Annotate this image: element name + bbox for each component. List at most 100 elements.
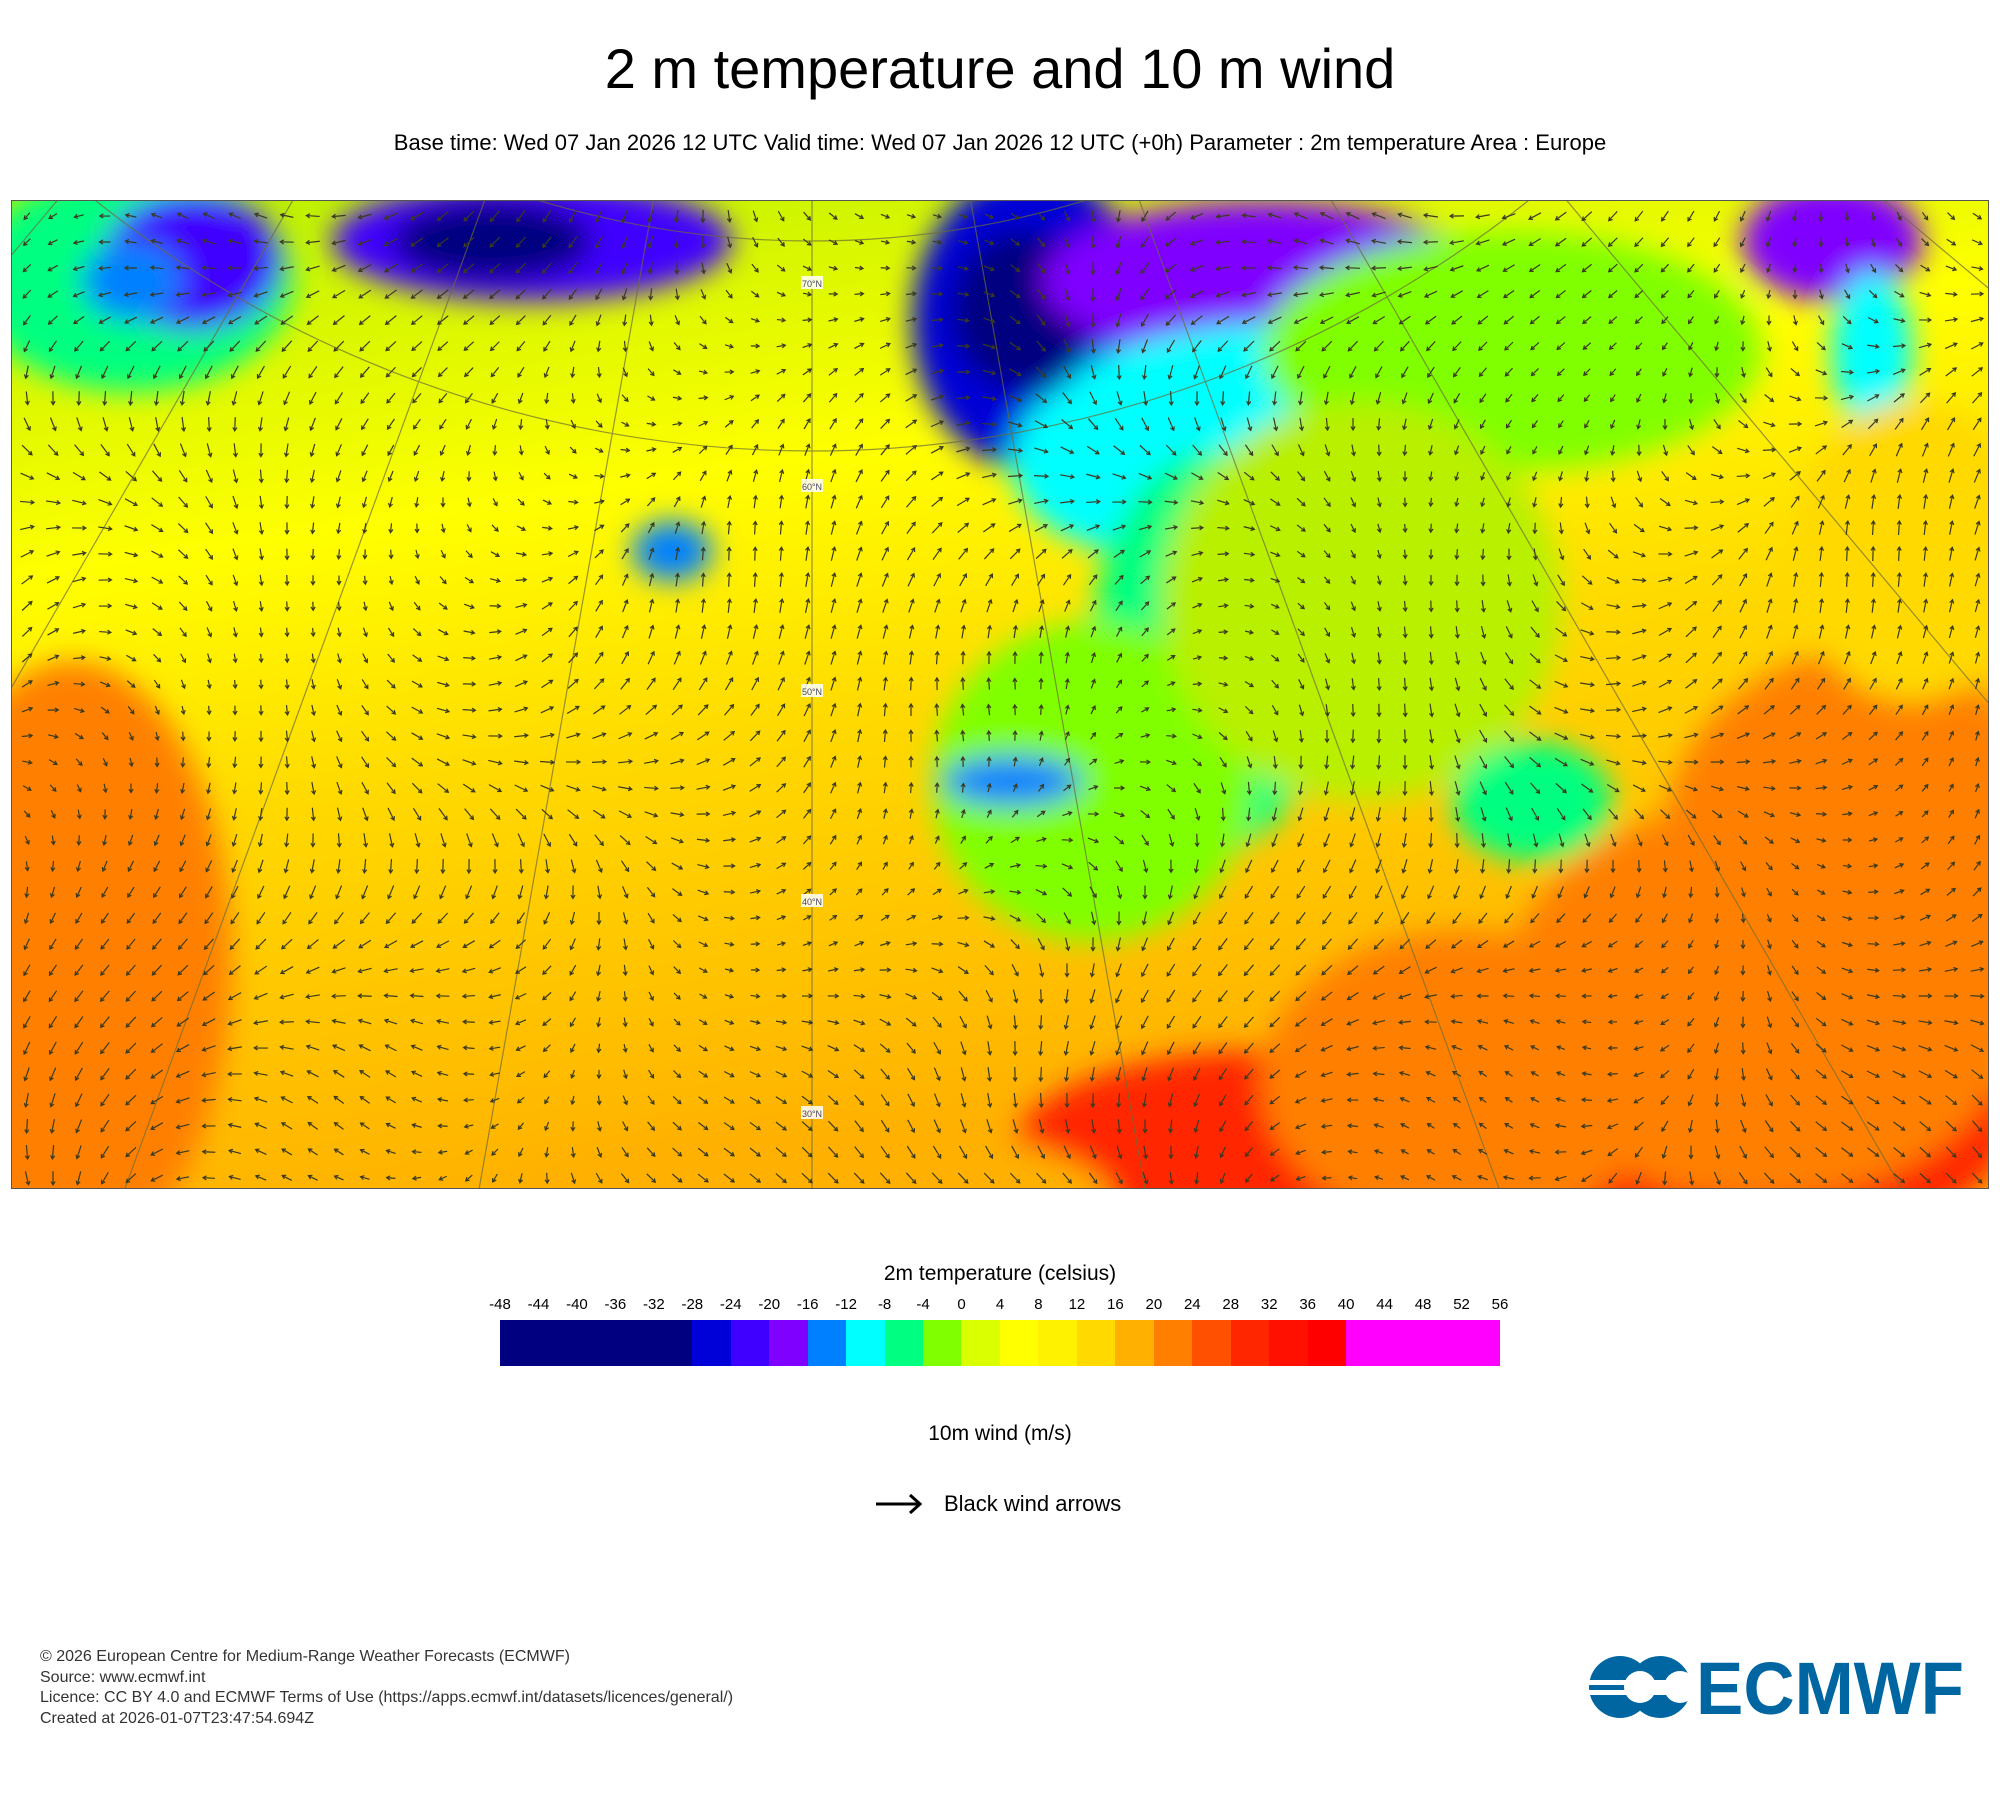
wind-arrow	[1036, 913, 1047, 924]
wind-arrow	[1141, 1067, 1148, 1082]
wind-arrow	[1894, 757, 1904, 766]
wind-arrow	[23, 1093, 29, 1108]
wind-arrow	[1402, 626, 1408, 639]
temperature-wind-map[interactable]: 70°N 60°N 50°N 40°N 30°N	[11, 200, 1989, 1189]
wind-arrow	[149, 265, 164, 271]
wind-arrow	[75, 1093, 83, 1108]
wind-arrow	[1322, 911, 1332, 925]
wind-arrow	[752, 572, 758, 587]
wind-arrow	[1241, 291, 1256, 298]
wind-arrow	[124, 525, 139, 532]
wind-arrow	[1036, 1172, 1047, 1184]
wind-arrow	[206, 627, 213, 638]
wind-arrow	[1555, 289, 1566, 299]
wind-arrow	[362, 807, 369, 822]
wind-arrow	[1038, 1041, 1044, 1057]
wind-arrow	[854, 1146, 865, 1159]
wind-arrow	[1789, 1120, 1801, 1132]
wind-arrow	[622, 912, 629, 925]
wind-arrow	[336, 730, 343, 743]
wind-arrow	[1528, 1175, 1541, 1181]
wind-arrow	[258, 756, 264, 769]
wind-arrow	[1633, 967, 1644, 973]
wind-arrow	[358, 289, 372, 299]
wind-arrow	[750, 317, 761, 323]
wind-arrow	[357, 264, 372, 273]
wind-arrow	[357, 238, 372, 246]
wind-arrow	[673, 342, 681, 351]
wind-arrow	[436, 237, 449, 248]
wind-arrow	[1140, 601, 1150, 611]
wind-arrow	[879, 1018, 892, 1026]
wind-arrow	[1502, 1175, 1515, 1181]
wind-arrow	[749, 757, 762, 767]
wind-arrow	[1662, 1171, 1668, 1186]
temperature-region	[1832, 271, 1912, 431]
wind-arrow	[1505, 626, 1513, 639]
wind-arrow	[830, 520, 837, 535]
wind-arrow	[385, 1175, 396, 1181]
wind-arrow	[1504, 756, 1515, 769]
wind-arrow	[253, 1096, 268, 1103]
wind-legend-title: 10m wind (m/s)	[928, 1422, 1072, 1445]
wind-arrow	[1791, 650, 1799, 665]
wind-arrow	[1948, 624, 1955, 639]
wind-arrow	[436, 940, 450, 948]
wind-arrow	[462, 263, 475, 274]
wind-arrow	[880, 291, 891, 297]
wind-arrow	[749, 1173, 762, 1183]
wind-arrow	[335, 885, 343, 900]
wind-arrow	[384, 315, 397, 326]
wind-arrow	[777, 210, 785, 222]
wind-arrow	[568, 600, 578, 611]
wind-arrow	[1817, 494, 1825, 509]
wind-arrow	[1402, 677, 1408, 692]
wind-arrow	[648, 1044, 654, 1053]
wind-arrow	[750, 394, 761, 402]
wind-arrow	[698, 941, 709, 948]
wind-arrow	[149, 316, 164, 324]
wind-arrow	[1010, 939, 1020, 950]
wind-arrow	[46, 576, 60, 584]
wind-arrow	[830, 650, 837, 665]
wind-arrow	[488, 654, 503, 660]
wind-arrow	[515, 602, 528, 609]
wind-arrow	[1452, 1096, 1461, 1104]
wind-arrow	[1479, 781, 1487, 796]
wind-arrow	[101, 732, 109, 741]
wind-arrow	[333, 1148, 344, 1156]
wind-arrow	[1402, 807, 1408, 823]
wind-arrow	[1532, 548, 1538, 561]
wind-arrow	[1323, 807, 1330, 822]
wind-arrow	[258, 601, 264, 612]
wind-arrow	[541, 627, 553, 637]
wind-arrow	[1060, 498, 1075, 505]
wind-arrow	[98, 213, 111, 219]
wind-arrow	[1842, 837, 1853, 843]
wind-arrow	[830, 598, 837, 613]
wind-arrow	[150, 1122, 164, 1131]
wind-arrow	[1298, 730, 1304, 744]
wind-arrow	[254, 1174, 267, 1181]
wind-arrow	[1401, 859, 1408, 874]
wind-arrow	[466, 471, 472, 482]
wind-arrow	[48, 990, 58, 1003]
wind-arrow	[906, 546, 916, 561]
wind-arrow	[724, 915, 736, 921]
wind-arrow	[1606, 1123, 1619, 1130]
wind-arrow	[152, 628, 163, 637]
wind-arrow	[960, 755, 966, 767]
wind-arrow	[1581, 967, 1592, 973]
wind-arrow	[1090, 1093, 1096, 1109]
created-line: Created at 2026-01-07T23:47:54.694Z	[40, 1709, 314, 1727]
wind-arrow	[1453, 419, 1460, 430]
wind-arrow	[1194, 417, 1201, 432]
wind-arrow	[1350, 678, 1356, 691]
wind-arrow	[1633, 1071, 1644, 1078]
wind-arrow	[1480, 523, 1486, 534]
wind-arrow	[281, 1174, 293, 1181]
wind-arrow	[1297, 391, 1304, 406]
wind-arrow	[544, 419, 550, 430]
wind-arrow	[151, 576, 164, 584]
wind-arrow	[24, 1171, 31, 1186]
